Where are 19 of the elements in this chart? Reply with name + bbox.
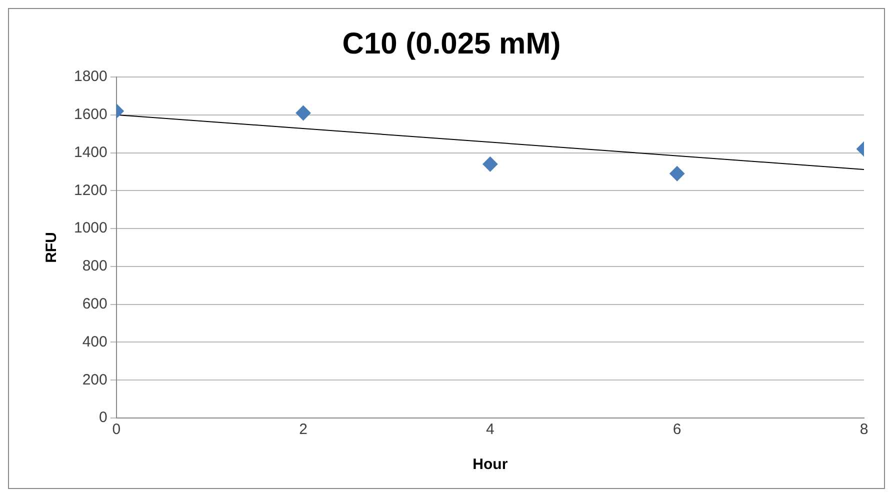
y-tick-label: 1000: [74, 220, 108, 237]
y-tick-label: 1600: [74, 106, 108, 124]
x-tick-label: 0: [112, 421, 121, 438]
x-axis-title: Hour: [472, 456, 508, 474]
x-tick-label: 6: [672, 421, 682, 438]
y-tick-label: 400: [82, 333, 108, 350]
point: [482, 156, 498, 172]
x-tick-label: 4: [486, 421, 494, 438]
y-tick-label: 200: [82, 371, 108, 388]
y-tick-label: 800: [82, 258, 108, 275]
chart-title: C10 (0.025 mM): [342, 27, 561, 60]
x-tick-label: 8: [860, 421, 868, 438]
y-axis-title: RFU: [43, 232, 60, 263]
y-tick-label: 600: [82, 295, 108, 312]
y-tick-label: 0: [99, 409, 108, 426]
y-tick-label: 1400: [74, 144, 108, 161]
y-tick-label: 1200: [74, 182, 108, 199]
x-tick-label: 2: [299, 421, 308, 438]
y-tick-label: 1800: [74, 68, 108, 86]
